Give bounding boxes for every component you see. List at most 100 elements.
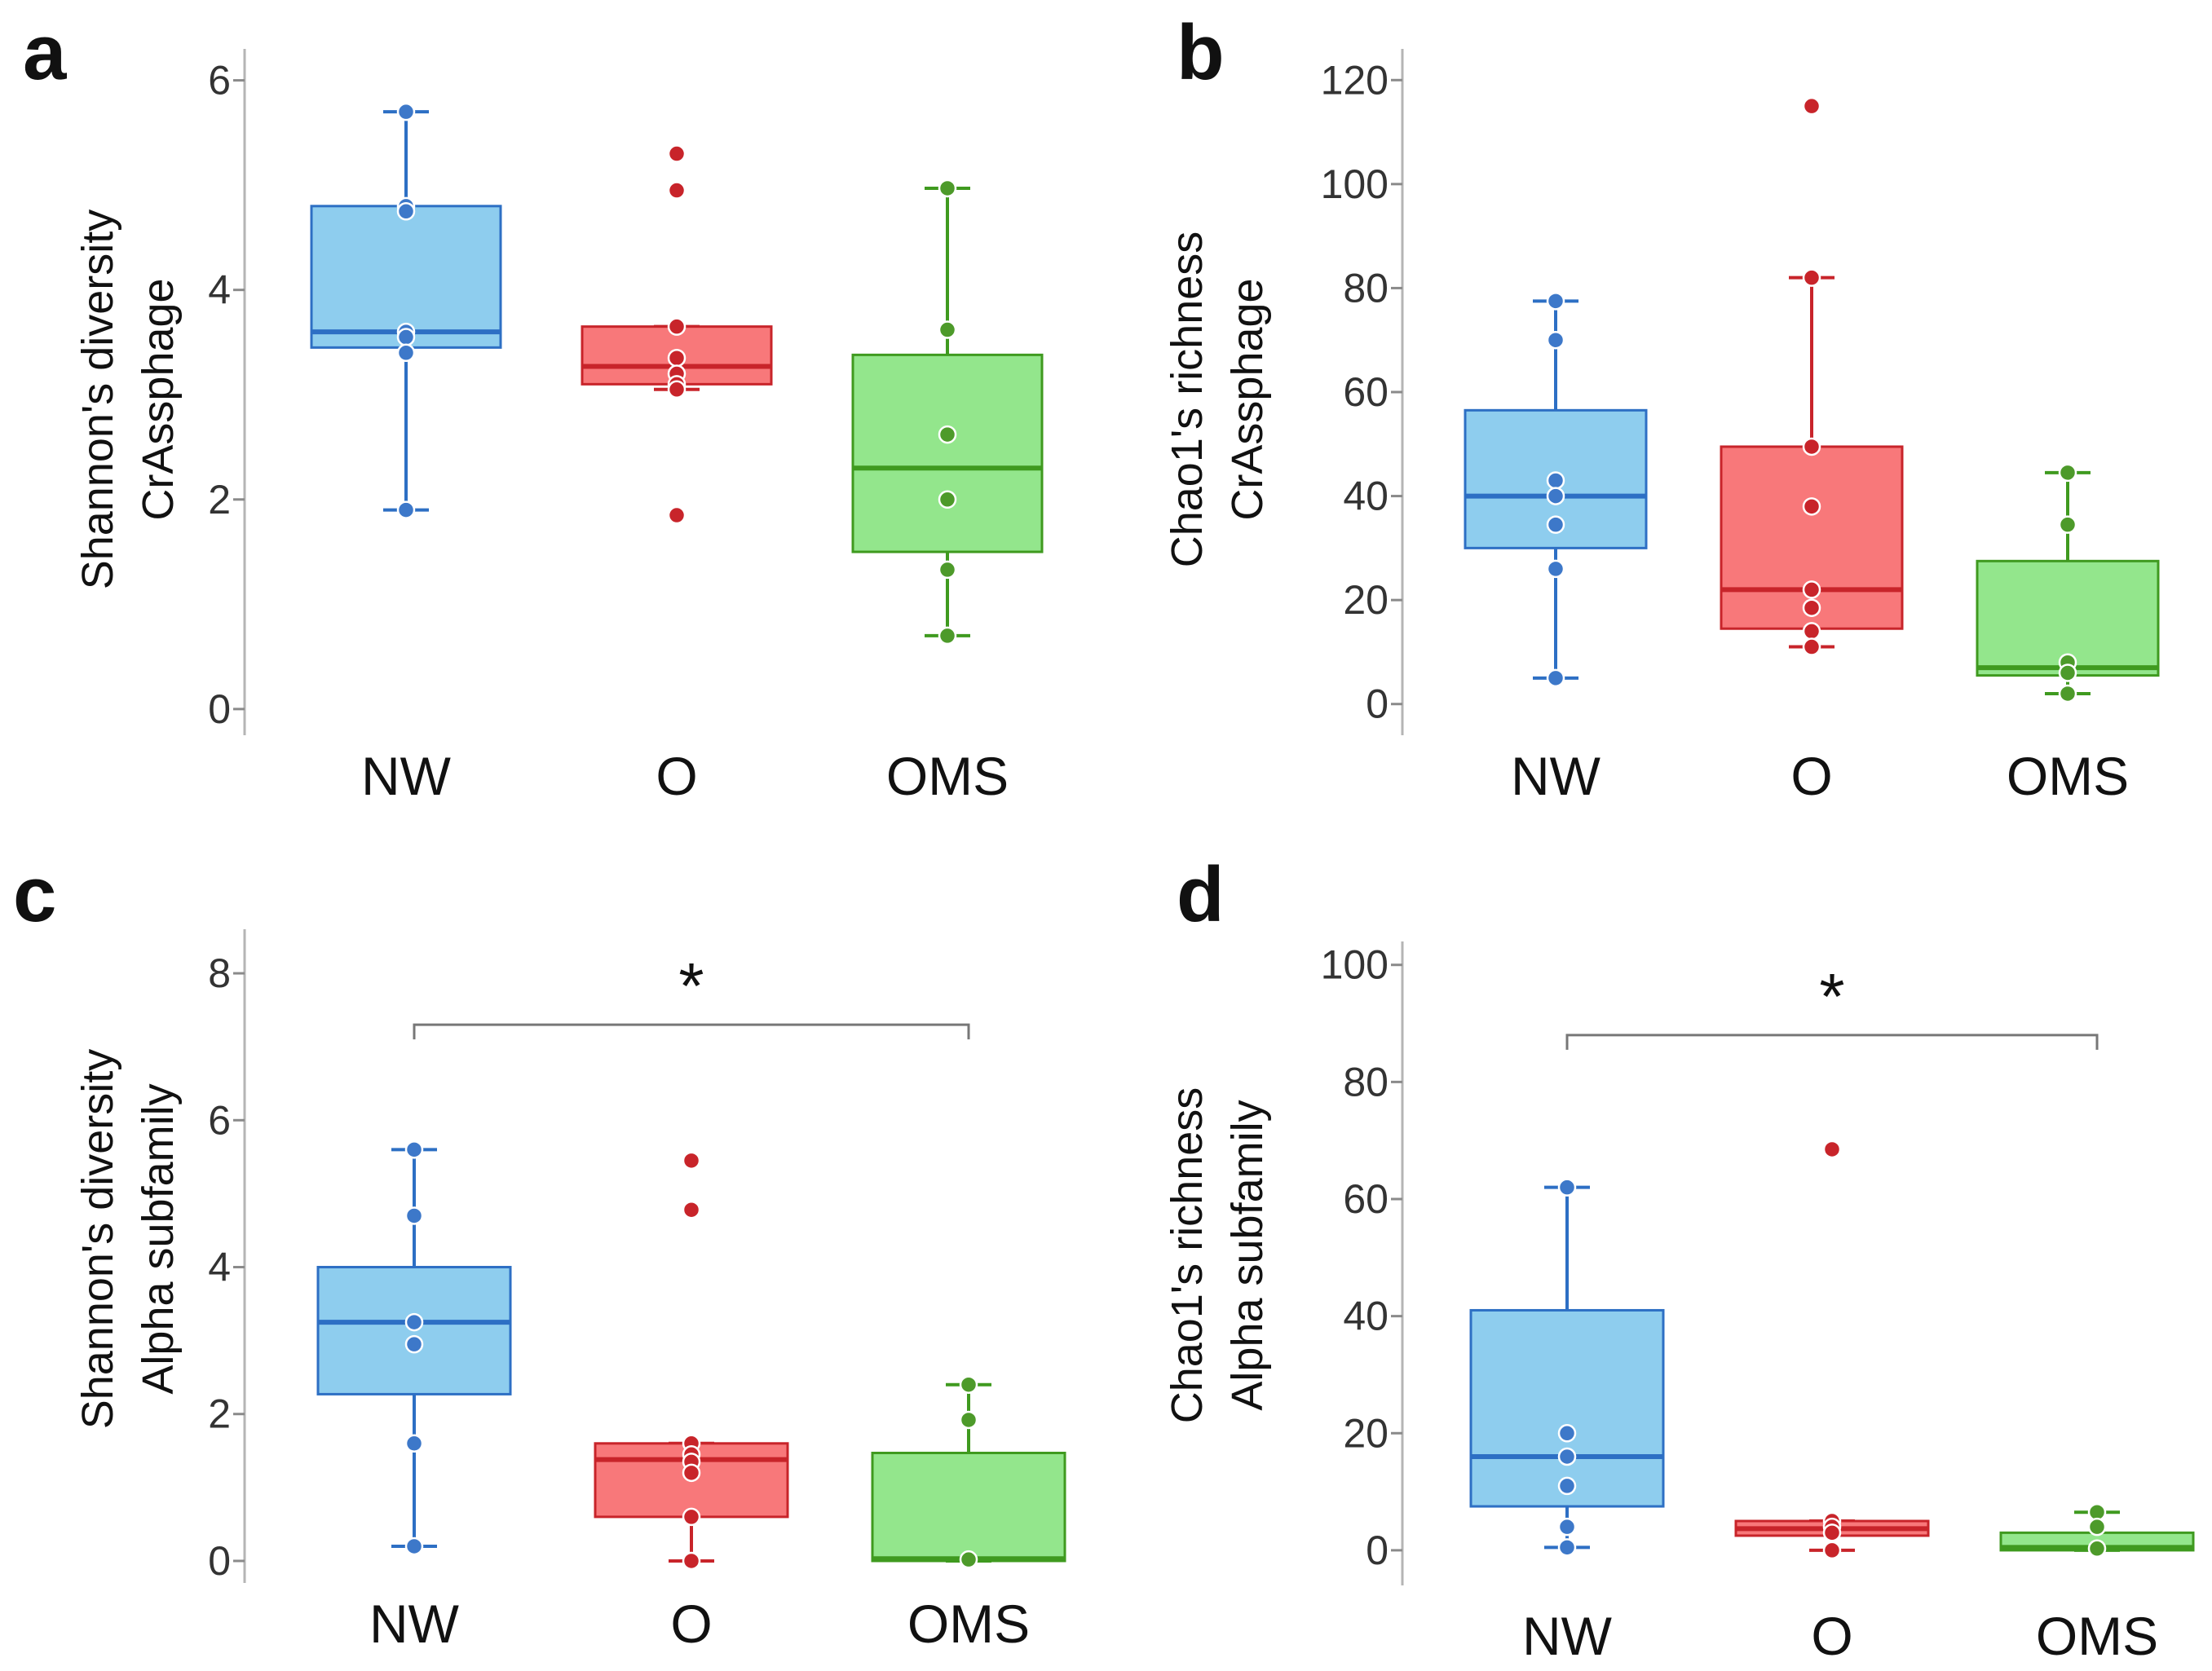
- x-category-label: NW: [369, 1594, 460, 1654]
- panel-c: c Shannon's diversity Alpha subfamily 0 2…: [13, 851, 1066, 1654]
- y-axis-title-line1: Chao1's richness: [1163, 1087, 1212, 1424]
- y-axis-title-line2: CrAssphage: [134, 278, 183, 520]
- x-category-label: OMS: [2036, 1606, 2158, 1666]
- data-point: [396, 202, 416, 221]
- panel-letter-c: c: [13, 851, 56, 938]
- data-point: [1546, 668, 1565, 688]
- data-point: [1546, 515, 1565, 534]
- y-tick-label: 4: [208, 267, 231, 313]
- box-nw: [310, 102, 502, 519]
- panel-letter-b: b: [1177, 9, 1225, 96]
- data-point: [2058, 664, 2077, 682]
- data-point: [682, 1151, 701, 1171]
- data-point: [667, 348, 687, 368]
- y-tick-label: 40: [1343, 1294, 1389, 1339]
- data-point: [1802, 580, 1821, 599]
- x-category-label: O: [670, 1594, 712, 1654]
- y-axis-title-line1: Chao1's richness: [1163, 231, 1212, 568]
- data-point: [1557, 1424, 1577, 1443]
- data-point: [2087, 1539, 2107, 1559]
- y-tick-label: 0: [1366, 1528, 1389, 1573]
- data-point: [938, 626, 957, 646]
- x-category-label: O: [656, 746, 697, 806]
- data-point: [1822, 1140, 1842, 1159]
- data-point: [1802, 497, 1821, 516]
- data-point: [404, 1312, 424, 1332]
- x-category-label: O: [1790, 746, 1832, 806]
- data-point: [938, 560, 957, 580]
- y-tick-label: 4: [208, 1245, 231, 1290]
- data-point: [1802, 598, 1821, 617]
- data-point: [1557, 1517, 1577, 1537]
- data-point: [1802, 437, 1821, 456]
- box-oms: [871, 1375, 1066, 1569]
- data-point: [1822, 1523, 1842, 1542]
- data-point: [404, 1140, 424, 1159]
- data-point: [404, 1206, 424, 1225]
- data-point: [938, 179, 957, 198]
- data-point: [2058, 684, 2077, 703]
- significance-star: *: [1819, 960, 1844, 1033]
- data-point: [404, 1434, 424, 1453]
- panel-b: b Chao1's richness CrAssphage 0 20 40 60 80 1…: [1163, 9, 2160, 806]
- y-tick-label: 6: [208, 58, 231, 104]
- y-tick-label: 60: [1343, 1176, 1389, 1222]
- data-point: [959, 1550, 978, 1569]
- y-axis-title-line1: Shannon's diversity: [73, 1049, 122, 1430]
- box-nw: [316, 1140, 512, 1556]
- y-tick-label: 2: [208, 477, 231, 522]
- box-o: [1720, 96, 1904, 656]
- significance-bracket: [413, 1023, 970, 1040]
- data-point: [1822, 1541, 1842, 1560]
- data-point: [667, 505, 687, 525]
- y-tick-label: 0: [1366, 681, 1389, 727]
- box-o: [594, 1151, 789, 1571]
- y-tick-label: 6: [208, 1097, 231, 1143]
- data-point: [1802, 637, 1821, 656]
- box-iqr: [851, 353, 1044, 553]
- y-tick-label: 20: [1343, 1410, 1389, 1456]
- data-point: [938, 490, 957, 509]
- data-point: [2058, 463, 2077, 483]
- y-tick-label: 100: [1321, 942, 1389, 988]
- box-nw: [1469, 1178, 1665, 1557]
- data-point: [404, 1334, 424, 1354]
- box-iqr: [1469, 1308, 1665, 1508]
- box-o: [1734, 1140, 1930, 1560]
- data-point: [2087, 1517, 2107, 1537]
- y-tick-label: 40: [1343, 474, 1389, 519]
- data-point: [1546, 471, 1565, 490]
- data-point: [1546, 292, 1565, 311]
- data-point: [667, 144, 687, 163]
- x-category-label: OMS: [907, 1594, 1030, 1654]
- data-point: [1557, 1538, 1577, 1557]
- panel-letter-d: d: [1177, 851, 1225, 938]
- data-point: [1557, 1476, 1577, 1496]
- data-point: [667, 317, 687, 336]
- y-axis-title-line2: Alpha subfamily: [1223, 1100, 1272, 1410]
- significance-star: *: [678, 950, 704, 1022]
- y-tick-label: 120: [1321, 57, 1389, 103]
- y-axis-title-line2: CrAssphage: [1223, 278, 1272, 520]
- y-tick-label: 80: [1343, 265, 1389, 311]
- y-tick-label: 80: [1343, 1059, 1389, 1104]
- data-point: [682, 1551, 701, 1571]
- box-oms: [851, 179, 1044, 646]
- data-point: [396, 343, 416, 363]
- box-o: [581, 144, 773, 525]
- data-point: [667, 380, 687, 399]
- data-point: [1546, 487, 1565, 505]
- y-tick-label: 100: [1321, 161, 1389, 207]
- data-point: [2058, 515, 2077, 534]
- x-category-label: NW: [361, 746, 452, 806]
- x-category-label: OMS: [886, 746, 1009, 806]
- significance-bracket: [1565, 1034, 2099, 1050]
- box-nw: [1464, 292, 1648, 688]
- panel-letter-a: a: [23, 9, 67, 96]
- data-point: [1546, 559, 1565, 579]
- y-tick-label: 0: [208, 1538, 231, 1584]
- data-point: [1546, 330, 1565, 350]
- panel-a: a Shannon's diversity CrAssphage 0 2 4 6 NW O…: [23, 9, 1044, 806]
- data-point: [682, 1507, 701, 1527]
